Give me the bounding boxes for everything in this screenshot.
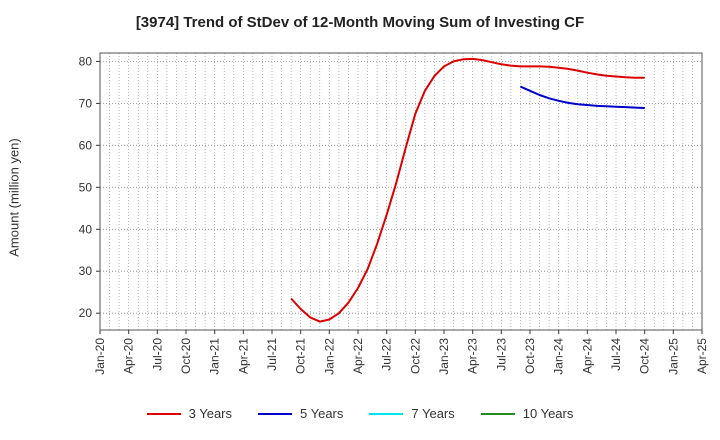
x-tick-label: Jan-21 [208, 338, 222, 375]
x-tick-label: Oct-23 [523, 338, 537, 374]
x-tick-label: Jul-23 [494, 338, 508, 371]
x-tick-label: Oct-20 [179, 338, 193, 374]
legend-label-5-years: 5 Years [300, 406, 344, 421]
x-tick-label: Jan-24 [552, 338, 566, 375]
x-tick-label: Apr-25 [695, 338, 709, 374]
x-tick-labels: Jan-20 Apr-20 Jul-20 Oct-20 Jan-21 Apr-21 Jul-… [93, 338, 709, 375]
x-tick-label: Oct-21 [294, 338, 308, 374]
grid-layer [99, 53, 703, 330]
legend-swatch-5-years [258, 412, 292, 415]
x-tick-label: Jul-24 [609, 338, 623, 371]
legend-label-10-years: 10 Years [522, 406, 574, 421]
y-tick-label: 80 [79, 54, 93, 68]
x-tick-label: Apr-23 [466, 338, 480, 374]
x-tick-label: Apr-24 [580, 338, 594, 374]
series-line-5-years [519, 85, 645, 109]
legend-swatch-10-years [480, 412, 515, 415]
chart-title: [3974] Trend of StDev of 12-Month Moving… [135, 14, 585, 31]
legend-swatch-3-years [146, 412, 181, 415]
frame-layer [96, 52, 703, 334]
y-tick-labels: 20 30 40 50 60 70 80 [79, 54, 93, 320]
y-tick-label: 20 [79, 306, 93, 320]
x-tick-label: Jan-20 [93, 338, 107, 375]
y-tick-label: 40 [79, 222, 93, 236]
y-tick-label: 70 [79, 96, 93, 110]
x-tick-label: Jul-21 [265, 338, 279, 371]
x-tick-label: Apr-20 [122, 338, 136, 374]
legend-item-3-years: 3 Years [146, 406, 232, 421]
x-tick-label: Jan-25 [666, 338, 680, 375]
series-layer [290, 57, 645, 323]
x-tick-label: Jul-22 [380, 338, 394, 371]
y-tick-label: 60 [79, 138, 93, 152]
plot-frame [99, 52, 703, 331]
x-tick-label: Oct-22 [408, 338, 422, 374]
legend-label-7-years: 7 Years [411, 406, 455, 421]
y-tick-label: 30 [79, 264, 93, 278]
series-line-3-years [290, 57, 645, 323]
x-tick-label: Jan-23 [437, 338, 451, 375]
legend: 3 Years 5 Years 7 Years 10 Years [0, 406, 720, 421]
x-tick-label: Jan-22 [322, 338, 336, 375]
x-tick-label: Jul-20 [150, 338, 164, 371]
x-tick-label: Apr-21 [236, 338, 250, 374]
legend-swatch-7-years [369, 412, 404, 415]
x-tick-label: Apr-22 [351, 338, 365, 374]
x-tick-label: Oct-24 [638, 338, 652, 374]
legend-item-5-years: 5 Years [258, 406, 343, 421]
y-tick-label: 50 [79, 180, 93, 194]
legend-item-7-years: 7 Years [369, 406, 455, 421]
legend-item-10-years: 10 Years [480, 406, 574, 421]
legend-label-3-years: 3 Years [188, 406, 232, 421]
